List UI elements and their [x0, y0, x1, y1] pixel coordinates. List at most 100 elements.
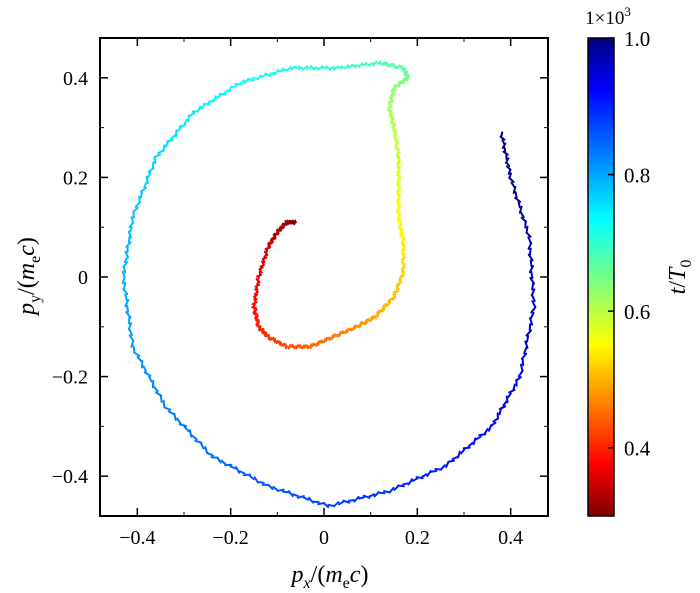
trajectory-segment	[399, 235, 406, 239]
x-axis-ticks: −0.4 −0.2 0 0.2 0.4	[119, 38, 523, 549]
trajectory-segment	[400, 238, 406, 244]
trajectory-segment	[396, 166, 401, 171]
trajectory-segment	[396, 64, 401, 70]
colorbar-tick-label: 0.4	[624, 437, 651, 461]
colorbar-multiplier: 1×103	[585, 4, 631, 29]
trajectory-segment	[126, 305, 130, 313]
trajectory-segment	[259, 263, 265, 268]
trajectory-segment	[527, 253, 534, 262]
trajectory-segment	[123, 281, 126, 290]
trajectory-segment	[368, 62, 374, 66]
trajectory-segment	[457, 450, 461, 459]
trajectory-segment	[504, 157, 510, 164]
trajectory-segment	[400, 64, 405, 71]
trajectory-segment	[292, 493, 300, 498]
colorbar-label: t/T0	[665, 260, 695, 295]
trajectory-segment	[344, 329, 348, 334]
trajectory-segment	[518, 205, 523, 214]
trajectory-segment	[400, 270, 406, 276]
trajectory-segment	[154, 153, 161, 158]
trajectory-segment	[389, 113, 393, 118]
trajectory-segment	[256, 281, 260, 286]
trajectory-segment	[136, 355, 143, 363]
trajectory-segment	[302, 496, 310, 501]
trajectory-segment	[228, 85, 233, 93]
trajectory-segment	[396, 154, 401, 159]
trajectory-segment	[262, 258, 266, 264]
trajectory-segment	[336, 333, 341, 337]
trajectory-segment	[397, 484, 405, 488]
trajectory-segment	[272, 485, 279, 492]
trajectory-segment	[130, 339, 135, 348]
trajectory-segment	[507, 392, 512, 399]
trajectory-segment	[388, 486, 395, 494]
trajectory-segment	[401, 248, 406, 254]
trajectory-segment	[531, 282, 535, 291]
trajectory-segment	[333, 65, 339, 71]
trajectory-segment	[298, 65, 304, 70]
trajectory-segment	[398, 275, 405, 279]
trajectory-segment	[281, 67, 289, 72]
trajectory-segment	[520, 211, 525, 219]
colorbar-tick-label: 0.6	[624, 300, 650, 324]
trajectory-segment	[152, 385, 159, 393]
trajectory-segment	[521, 357, 525, 367]
colorbar	[587, 37, 615, 517]
trajectory-segment	[382, 490, 391, 494]
trajectory-segment	[147, 167, 155, 173]
trajectory-segment	[127, 230, 133, 239]
trajectory-segment	[529, 259, 533, 268]
trajectory-segment	[296, 495, 305, 499]
trajectory-segment	[472, 437, 477, 446]
trajectory-segment	[390, 296, 396, 300]
trajectory-segment	[183, 426, 190, 433]
trajectory-segment	[354, 64, 361, 67]
trajectory-segment	[380, 307, 384, 312]
trajectory-segment	[501, 139, 506, 145]
trajectory-segment	[395, 151, 401, 157]
trajectory-segment	[378, 491, 386, 495]
trajectory-segment	[310, 343, 315, 347]
trajectory-segment	[287, 490, 294, 498]
trajectory-segment	[517, 370, 524, 378]
trajectory-segment	[146, 171, 152, 179]
trajectory-segment	[530, 271, 534, 279]
trajectory-segment	[396, 193, 401, 199]
trajectory-segment	[527, 236, 532, 244]
trajectory-segment	[392, 293, 397, 299]
trajectory-segment	[238, 470, 246, 475]
trajectory-segment	[253, 295, 258, 301]
trajectory-segment	[128, 221, 135, 228]
trajectory-segment	[394, 139, 399, 144]
trajectory-segment	[191, 434, 198, 441]
trajectory-segment	[375, 61, 382, 65]
trajectory-segment	[528, 265, 535, 274]
trajectory-segment	[264, 72, 272, 77]
x-tick-label: −0.4	[119, 527, 155, 549]
trajectory-segment	[230, 84, 238, 89]
trajectory-segment	[254, 313, 258, 319]
trajectory-segment	[396, 186, 401, 191]
trajectory-segment	[530, 306, 537, 314]
trajectory-segment	[253, 310, 258, 315]
y-tick-label: −0.2	[52, 367, 88, 389]
trajectory-segment	[386, 62, 391, 67]
trajectory-segment	[281, 490, 290, 494]
trajectory-segment	[523, 346, 528, 355]
trajectory-segment	[159, 394, 163, 403]
trajectory-segment	[333, 501, 340, 508]
trajectory-segment	[251, 301, 258, 306]
trajectory-segment	[157, 149, 165, 155]
trajectory-segment	[183, 118, 188, 126]
trajectory-segment	[462, 446, 471, 450]
trajectory-segment	[124, 299, 130, 308]
trajectory-segment	[235, 466, 241, 474]
trajectory-segment	[128, 226, 133, 234]
trajectory-segment	[396, 188, 402, 194]
trajectory-segment	[352, 325, 356, 331]
trajectory-segment	[421, 473, 428, 478]
trajectory-segment	[327, 503, 336, 507]
trajectory-line	[121, 60, 537, 509]
trajectory-segment	[514, 191, 518, 199]
trajectory-segment	[387, 106, 392, 111]
